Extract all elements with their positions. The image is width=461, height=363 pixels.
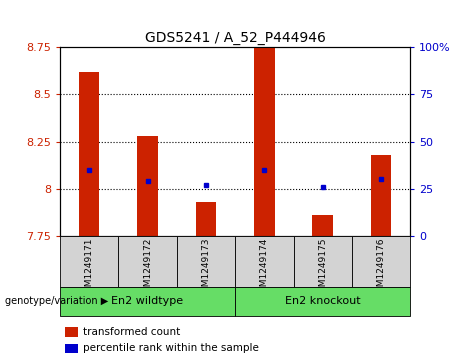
Bar	[137, 136, 158, 236]
Bar	[235, 236, 294, 287]
Text: GSM1249174: GSM1249174	[260, 237, 269, 298]
Text: En2 knockout: En2 knockout	[285, 296, 361, 306]
Text: GSM1249172: GSM1249172	[143, 237, 152, 298]
Text: GSM1249171: GSM1249171	[85, 237, 94, 298]
Bar	[371, 155, 391, 236]
Title: GDS5241 / A_52_P444946: GDS5241 / A_52_P444946	[145, 31, 325, 45]
Bar	[60, 287, 235, 316]
Bar	[60, 236, 118, 287]
Bar	[177, 236, 235, 287]
Text: GSM1249175: GSM1249175	[318, 237, 327, 298]
Text: percentile rank within the sample: percentile rank within the sample	[83, 343, 259, 354]
Text: En2 wildtype: En2 wildtype	[112, 296, 183, 306]
Text: genotype/variation ▶: genotype/variation ▶	[5, 296, 108, 306]
Text: GSM1249173: GSM1249173	[201, 237, 210, 298]
Bar	[195, 202, 216, 236]
Bar	[313, 215, 333, 236]
Bar	[118, 236, 177, 287]
Text: transformed count: transformed count	[83, 327, 180, 337]
Bar	[235, 287, 410, 316]
Bar	[79, 72, 100, 236]
Bar	[294, 236, 352, 287]
Bar	[254, 23, 275, 236]
Bar	[352, 236, 410, 287]
Text: GSM1249176: GSM1249176	[377, 237, 385, 298]
